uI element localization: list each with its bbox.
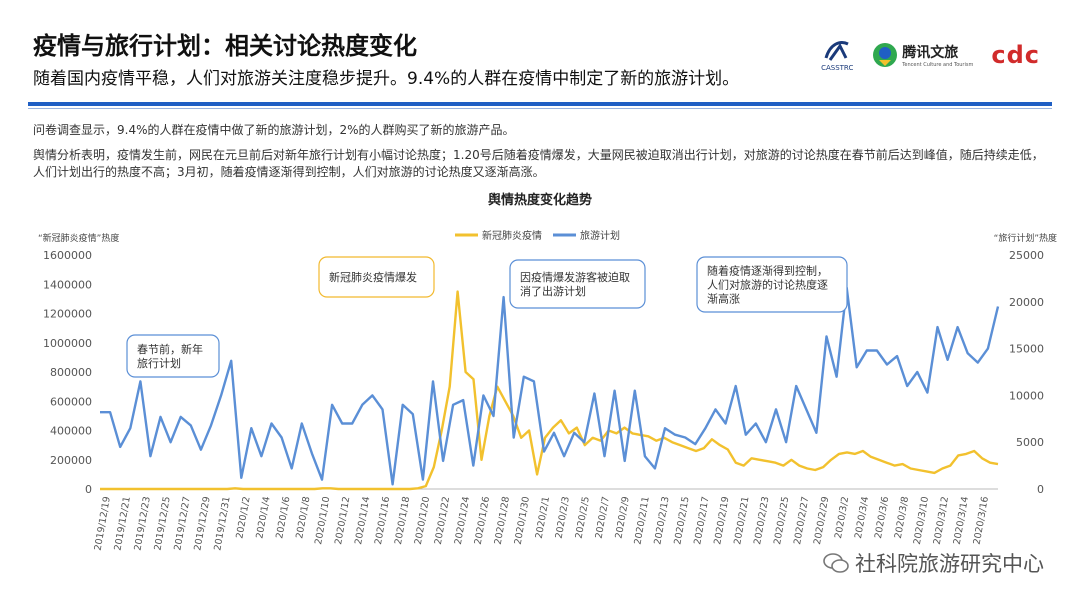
x-tick-label: 2020/2/13 [652, 496, 671, 546]
y-tick-left-label: 1600000 [43, 249, 92, 262]
x-tick-label: 2020/2/7 [594, 496, 612, 540]
x-tick-label: 2020/1/20 [413, 496, 432, 546]
y-tick-right-label: 15000 [1009, 343, 1044, 356]
x-tick-label: 2020/2/29 [812, 496, 831, 546]
tencent-mark-icon [873, 43, 898, 67]
x-tick-label: 2020/3/6 [873, 496, 891, 540]
page-title: 疫情与旅行计划：相关讨论热度变化 [33, 32, 417, 60]
casstrc-logo-text: CASSTRC [821, 64, 854, 72]
tencent-logo-text: 腾讯文旅 [902, 45, 959, 61]
x-tick-label: 2020/2/1 [534, 496, 552, 540]
legend-label-travel: 旅游计划 [580, 229, 620, 242]
x-tick-label: 2019/12/25 [152, 496, 172, 552]
annotation-recovery-text: 随着疫情逐渐得到控制，人们对旅游的讨论热度逐渐高涨 [707, 264, 828, 306]
y-tick-right-label: 0 [1037, 483, 1044, 496]
x-tick-label: 2019/12/29 [192, 496, 212, 552]
x-tick-label: 2020/2/9 [614, 496, 632, 540]
annotation-new-year-box [126, 334, 220, 378]
y-tick-left-label: 0 [85, 483, 92, 496]
page-subtitle: 随着国内疫情平稳，人们对旅游关注度稳步提升。9.4%的人群在疫情中制定了新的旅游… [33, 69, 740, 89]
x-tick-label: 2020/1/30 [513, 496, 532, 546]
wechat-icon [823, 553, 849, 573]
annotation-cancel-box [509, 259, 646, 309]
x-tick-label: 2019/12/19 [93, 496, 113, 552]
x-tick-label: 2020/3/12 [932, 496, 951, 546]
x-tick-label: 2020/2/5 [574, 496, 592, 540]
casstrc-mark-icon [824, 41, 849, 61]
x-tick-label: 2020/3/2 [833, 496, 851, 540]
x-tick-label: 2020/1/10 [313, 496, 332, 546]
x-tick-label: 2020/2/25 [772, 496, 791, 546]
y-tick-right-label: 5000 [1016, 436, 1044, 449]
logo-bar: CASSTRC 腾讯文旅 Tencent Culture and Tourism… [820, 38, 1040, 72]
series-line-travel [100, 286, 1000, 486]
cdc-logo-text: cdc [991, 41, 1040, 69]
series-line-covid [100, 290, 999, 491]
y-tick-left-label: 1000000 [43, 337, 92, 350]
x-tick-label: 2020/1/12 [333, 496, 352, 546]
x-tick-label: 2019/12/21 [113, 496, 133, 552]
cdc-logo: cdc [991, 43, 1040, 67]
annotation-recovery-box [696, 256, 848, 313]
x-tick-label: 2020/3/14 [952, 496, 971, 546]
y-tick-left-label: 800000 [50, 366, 92, 379]
x-tick-label: 2020/1/14 [353, 496, 372, 546]
x-tick-label: 2020/3/8 [893, 496, 911, 540]
x-tick-label: 2020/1/8 [294, 496, 312, 540]
x-tick-label: 2020/1/16 [373, 496, 392, 546]
y-tick-left-label: 1400000 [43, 278, 92, 291]
watermark-text: 社科院旅游研究中心 [855, 552, 1044, 576]
y-tick-left-label: 600000 [50, 395, 92, 408]
x-tick-label: 2020/1/2 [234, 496, 252, 540]
analysis-paragraph: 舆情分析表明，疫情发生前，网民在元旦前后对新年旅行计划有小幅讨论热度；1.20号… [33, 148, 1044, 179]
header-divider [28, 102, 1052, 106]
annotation-outbreak-box [318, 256, 435, 298]
x-tick-label: 2020/2/15 [672, 496, 691, 546]
chart-title: 舆情热度变化趋势 [488, 192, 592, 208]
y-axis-left-title: “新冠肺炎疫情”热度 [38, 232, 119, 244]
x-tick-label: 2019/12/23 [133, 496, 153, 552]
x-tick-label: 2019/12/31 [212, 496, 232, 552]
y-tick-left-label: 400000 [50, 425, 92, 438]
y-axis-right-title: “旅行计划”热度 [994, 232, 1057, 244]
x-tick-label: 2020/2/17 [692, 496, 711, 546]
x-tick-label: 2020/1/22 [433, 496, 452, 546]
tencent-logo-subtext: Tencent Culture and Tourism [902, 62, 974, 68]
tencent-logo: 腾讯文旅 Tencent Culture and Tourism [872, 42, 973, 68]
chart-area: 舆情热度变化趋势新冠肺炎疫情 旅游计划 “新冠肺炎疫情”热度 “旅行计划”热度 0 200… [0, 185, 1080, 569]
legend-label-covid: 新冠肺炎疫情 [482, 229, 542, 242]
y-tick-left-label: 200000 [50, 454, 92, 467]
x-tick-label: 2019/12/27 [172, 496, 192, 552]
x-tick-label: 2020/3/16 [972, 496, 991, 546]
x-tick-label: 2020/2/19 [712, 496, 731, 546]
x-tick-label: 2020/1/6 [274, 496, 292, 540]
watermark: 社科院旅游研究中心 [823, 548, 1044, 578]
y-tick-right-label: 25000 [1009, 249, 1044, 262]
x-tick-label: 2020/1/24 [453, 496, 472, 546]
x-tick-label: 2020/2/27 [792, 496, 811, 546]
x-tick-label: 2020/3/10 [912, 496, 931, 546]
x-tick-label: 2020/1/4 [254, 496, 272, 540]
y-tick-left-label: 1200000 [43, 308, 92, 321]
annotation-new-year-text: 春节前，新年旅行计划 [137, 342, 203, 370]
x-tick-label: 2020/3/4 [853, 496, 871, 540]
x-tick-label: 2020/2/23 [752, 496, 771, 546]
y-tick-right-label: 20000 [1009, 296, 1044, 309]
y-tick-right-label: 10000 [1009, 389, 1044, 402]
casstrc-logo: CASSTRC [820, 38, 854, 72]
x-tick-label: 2020/1/18 [393, 496, 412, 546]
x-tick-label: 2020/2/11 [632, 496, 651, 546]
annotation-outbreak-text: 新冠肺炎疫情爆发 [329, 270, 417, 284]
header-divider-thin [28, 108, 1052, 109]
x-tick-label: 2020/1/28 [493, 496, 512, 546]
annotation-cancel-text: 因疫情爆发游客被迫取消了出游计划 [520, 270, 630, 298]
x-tick-label: 2020/2/3 [554, 496, 572, 540]
x-tick-label: 2020/2/21 [732, 496, 751, 546]
survey-paragraph: 问卷调查显示，9.4%的人群在疫情中做了新的旅游计划，2%的人群购买了新的旅游产… [33, 123, 515, 137]
x-tick-label: 2020/1/26 [473, 496, 492, 546]
